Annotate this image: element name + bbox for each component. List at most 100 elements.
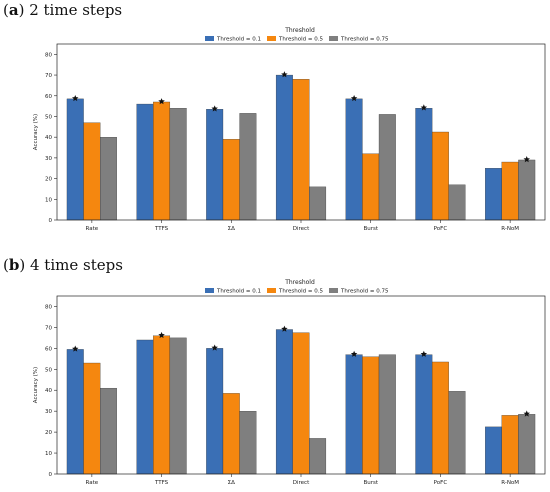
y-tick-label: 40 (45, 388, 52, 394)
y-tick-label: 80 (45, 52, 52, 58)
y-tick-label: 0 (49, 218, 53, 224)
x-tick-label: Burst (363, 480, 378, 486)
bar-t075-4 (378, 354, 396, 475)
bar-t01-5 (415, 108, 433, 221)
legend-swatch-t01 (205, 288, 214, 293)
bar-t05-3 (292, 79, 310, 221)
bar-t075-3 (309, 438, 327, 475)
bar-t01-0 (66, 349, 84, 475)
y-tick-label: 80 (45, 304, 52, 310)
bar-t05-0 (83, 122, 101, 221)
bar-t05-3 (292, 332, 310, 475)
y-tick-label: 20 (45, 430, 52, 436)
x-tick-label: R-NoM (501, 226, 519, 232)
bar-t075-2 (239, 113, 257, 221)
legend-title: Threshold (284, 27, 315, 34)
legend-label-t075: Threshold = 0.75 (340, 37, 389, 43)
legend-title: Threshold (284, 279, 315, 286)
panel-b-title: (b) 4 time steps (3, 256, 123, 274)
legend-swatch-t05 (267, 288, 276, 293)
panel-a-title: (a) 2 time steps (3, 1, 123, 19)
x-tick-label: ΣΔ (228, 226, 235, 232)
legend-label-t01: Threshold = 0.1 (216, 37, 261, 43)
bar-t05-4 (362, 153, 380, 221)
plot-frame (56, 43, 546, 221)
x-tick-label: TTFS (154, 480, 169, 486)
y-tick-label: 0 (49, 472, 53, 478)
panel-b-letter: b (8, 256, 20, 274)
bar-t075-5 (448, 391, 466, 475)
bar-t01-4 (345, 98, 363, 221)
best-marker-star (158, 331, 165, 339)
legend-swatch-t075 (329, 36, 338, 41)
best-marker-star (211, 105, 218, 112)
bar-t01-0 (66, 98, 84, 221)
y-tick-label: 30 (45, 409, 52, 415)
best-marker-star (420, 350, 428, 357)
bar-t01-2 (206, 109, 224, 221)
bar-t01-6 (485, 426, 502, 475)
y-tick-label: 10 (45, 197, 52, 203)
best-marker-star (350, 94, 358, 102)
legend-label-t075: Threshold = 0.75 (340, 289, 389, 295)
bar-t01-6 (485, 168, 502, 221)
x-tick-label: Direct (293, 226, 310, 232)
y-axis-label: Accuracy (%) (33, 367, 39, 403)
x-tick-label: ΣΔ (228, 480, 235, 486)
bar-t01-5 (415, 354, 433, 475)
bar-t05-6 (501, 415, 519, 475)
panel-a-letter: a (8, 1, 19, 19)
bar-t05-5 (431, 361, 449, 475)
bar-t075-6 (518, 159, 536, 221)
y-tick-label: 40 (45, 135, 52, 141)
bar-t075-2 (239, 411, 257, 475)
legend-swatch-t05 (267, 36, 276, 41)
y-tick-label: 60 (45, 94, 52, 100)
bar-t05-1 (153, 101, 171, 221)
best-marker-star (281, 71, 288, 78)
best-marker-star (523, 156, 530, 163)
x-tick-label: Rate (86, 480, 99, 486)
legend-label-t05: Threshold = 0.5 (278, 289, 323, 295)
bar-t05-2 (222, 139, 240, 221)
best-marker-star (72, 345, 79, 352)
bar-t05-0 (83, 362, 101, 475)
panel-b-text: 4 time steps (29, 256, 123, 274)
bar-t01-2 (206, 348, 224, 475)
legend-label-t05: Threshold = 0.5 (278, 37, 323, 43)
y-tick-label: 50 (45, 367, 52, 373)
y-tick-label: 70 (45, 325, 52, 331)
bar-t01-3 (275, 329, 293, 475)
chart-b: Threshold Threshold = 0.1 Threshold = 0.5 T… (33, 279, 546, 486)
best-marker-star (158, 98, 165, 105)
best-marker-star (211, 344, 218, 351)
y-tick-label: 10 (45, 451, 52, 457)
bar-t05-1 (153, 335, 171, 475)
y-tick-label: 30 (45, 156, 52, 162)
best-marker-star (420, 104, 428, 111)
bar-t075-4 (378, 114, 396, 221)
x-tick-label: Rate (86, 226, 99, 232)
legend-swatch-t01 (205, 36, 214, 41)
bar-t05-5 (431, 131, 449, 221)
bar-t075-3 (309, 186, 327, 221)
legend-label-t01: Threshold = 0.1 (216, 289, 261, 295)
best-marker-star (523, 410, 530, 417)
bar-t075-6 (518, 414, 536, 475)
best-marker-star (72, 94, 79, 102)
y-tick-label: 70 (45, 73, 52, 79)
bar-t075-1 (169, 337, 187, 475)
bar-t075-0 (100, 137, 117, 221)
x-tick-label: R-NoM (501, 480, 519, 486)
best-marker-star (350, 350, 358, 357)
legend-swatch-t075 (329, 288, 338, 293)
bar-t01-1 (136, 339, 154, 475)
x-tick-label: Direct (293, 480, 310, 486)
bar-t075-5 (448, 184, 466, 221)
panel-a-text: 2 time steps (29, 1, 123, 19)
x-tick-label: TTFS (154, 226, 169, 232)
x-tick-label: Burst (363, 226, 378, 232)
y-tick-label: 60 (45, 346, 52, 352)
chart-a: Threshold Threshold = 0.1 Threshold = 0.5 T… (33, 27, 546, 232)
bar-t05-6 (501, 161, 519, 221)
